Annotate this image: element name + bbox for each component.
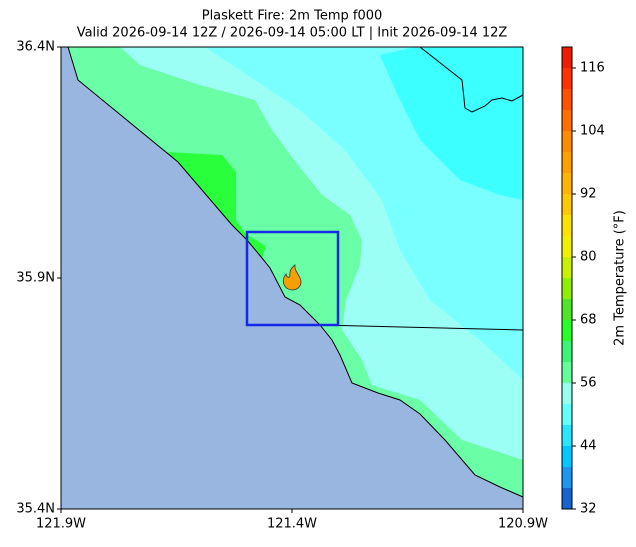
- colorbar-tick-label: 92: [580, 187, 597, 202]
- colorbar-segment: [562, 425, 572, 446]
- colorbar-segment: [562, 299, 572, 320]
- colorbar-segment: [562, 215, 572, 236]
- colorbar-segment: [562, 89, 572, 110]
- colorbar-tick-label: 104: [580, 124, 605, 139]
- y-tick-label: 36.4N: [16, 40, 55, 55]
- fire-area-box: [245, 230, 340, 327]
- y-tick-label: 35.4N: [16, 502, 55, 517]
- fire-icon: [282, 264, 302, 291]
- colorbar-segment: [562, 467, 572, 488]
- colorbar-segment: [562, 341, 572, 362]
- colorbar-segment: [562, 47, 572, 68]
- colorbar-segment: [562, 131, 572, 152]
- x-tick-label: 121.9W: [36, 517, 86, 532]
- y-tick-label: 35.9N: [16, 271, 55, 286]
- ocean: [60, 46, 524, 510]
- colorbar-tick-label: 56: [580, 376, 597, 391]
- map: [60, 46, 524, 510]
- title: Plaskett Fire: 2m Temp f000: [202, 9, 383, 24]
- subtitle: Valid 2026-09-14 12Z / 2026-09-14 05:00 …: [77, 26, 508, 41]
- colorbar-label: 2m Temperature (°F): [613, 210, 628, 346]
- colorbar-segment: [562, 68, 572, 89]
- colorbar-frame: [561, 46, 573, 510]
- colorbar-tick-label: 80: [580, 250, 597, 265]
- colorbar-segment: [562, 278, 572, 299]
- colorbar-segment: [562, 236, 572, 257]
- colorbar-tick-label: 32: [580, 502, 597, 517]
- colorbar-tick-label: 44: [580, 439, 597, 454]
- colorbar-segment: [562, 194, 572, 215]
- colorbar-segment: [562, 362, 572, 383]
- colorbar-segment: [562, 446, 572, 467]
- colorbar-segment: [562, 383, 572, 404]
- colorbar-segment: [562, 173, 572, 194]
- x-tick-label: 120.9W: [498, 517, 548, 532]
- colorbar-tick-label: 68: [580, 313, 597, 328]
- colorbar-segment: [562, 320, 572, 341]
- county-border: [319, 324, 524, 331]
- colorbar-segment: [562, 152, 572, 173]
- colorbar-segment: [562, 110, 572, 131]
- colorbar-segment: [562, 404, 572, 425]
- contour-deep-cyan: [380, 47, 523, 200]
- colorbar-segment: [562, 257, 572, 278]
- x-tick-label: 121.4W: [267, 517, 317, 532]
- colorbar-tick-label: 116: [580, 61, 605, 76]
- colorbar-segment: [562, 488, 572, 509]
- state-border: [419, 46, 524, 113]
